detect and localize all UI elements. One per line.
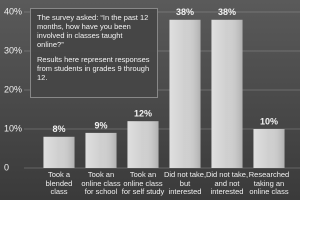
x-tick-label: Did not take, but interested — [163, 170, 207, 196]
bar — [85, 132, 117, 168]
x-tick-label: Did not take, and not interested — [205, 170, 249, 196]
bar — [211, 19, 243, 168]
bar — [43, 136, 75, 168]
annotation-box: The survey asked: “In the past 12 months… — [30, 8, 158, 98]
y-tick-label: 20% — [4, 84, 22, 94]
bar — [253, 129, 285, 168]
bar — [127, 121, 159, 168]
value-label: 12% — [134, 109, 152, 119]
value-label: 38% — [176, 7, 194, 17]
y-tick-label: 0 — [4, 162, 9, 172]
value-label: 8% — [52, 124, 65, 134]
y-tick-label: 10% — [4, 123, 22, 133]
value-label: 10% — [260, 116, 278, 126]
y-tick-label: 40% — [4, 6, 22, 16]
annotation: The survey asked: “In the past 12 months… — [37, 13, 149, 49]
x-tick-label: Researched taking an online class — [248, 170, 290, 196]
x-tick-label: Took an online class for school — [81, 170, 121, 196]
y-tick-label: 30% — [4, 45, 22, 55]
annotation: Results here represent responses from st… — [37, 55, 150, 82]
value-label: 9% — [94, 120, 107, 130]
x-tick-label: Took a blended class — [45, 170, 73, 196]
bar — [169, 19, 201, 168]
chart: 0 10% 20% 30% 40% 8% 9% 12% 38% 38% 10% The survey… — [0, 0, 300, 200]
value-label: 38% — [218, 7, 236, 17]
x-tick-label: Took an online class for self study — [121, 170, 165, 196]
